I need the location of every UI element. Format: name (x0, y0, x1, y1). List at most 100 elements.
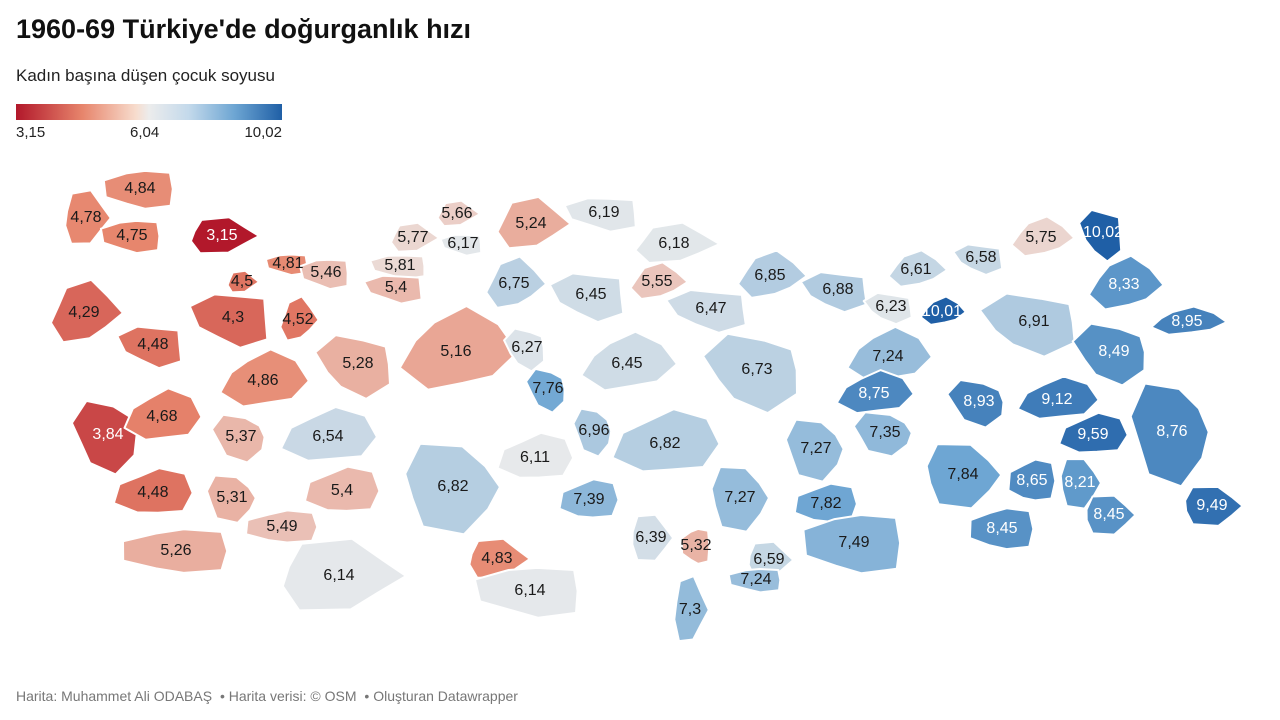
province-region[interactable] (862, 291, 913, 326)
province-region[interactable] (123, 387, 203, 441)
province-region[interactable] (226, 269, 261, 294)
province-region[interactable] (189, 216, 261, 255)
province-value-label: 7,27 (800, 440, 831, 457)
province-region[interactable] (629, 261, 689, 300)
province-region[interactable] (439, 233, 483, 257)
province-value-label: 6,47 (695, 300, 726, 317)
province-region[interactable] (580, 330, 678, 392)
province-region[interactable] (835, 369, 915, 415)
province-region[interactable] (563, 197, 637, 233)
province-value-label: 4,48 (137, 484, 168, 501)
province-value-label: 6,14 (514, 582, 545, 599)
province-region[interactable] (219, 348, 310, 408)
province-region[interactable] (925, 443, 1003, 510)
province-region[interactable] (1007, 458, 1057, 502)
province-value-label: 4,81 (272, 255, 303, 272)
province-region[interactable] (122, 528, 229, 574)
province-region[interactable] (245, 509, 319, 544)
province-region[interactable] (436, 199, 481, 228)
province-value-label: 10,01 (922, 303, 962, 320)
province-region[interactable] (496, 195, 572, 250)
province-region[interactable] (264, 253, 308, 277)
province-region[interactable] (112, 467, 194, 514)
footer-author: Harita: Muhammet Ali ODABAŞ (16, 688, 213, 704)
province-region[interactable] (952, 243, 1004, 276)
province-region[interactable] (846, 325, 933, 383)
province-region[interactable] (188, 293, 269, 349)
province-value-label: 4,78 (70, 209, 101, 226)
province-region[interactable] (1150, 305, 1228, 336)
color-legend: 3,15 6,04 10,02 (16, 104, 282, 142)
province-region[interactable] (702, 332, 798, 415)
province-region[interactable] (473, 566, 579, 619)
province-region[interactable] (978, 292, 1076, 358)
province-region[interactable] (852, 411, 913, 458)
province-region[interactable] (49, 278, 124, 344)
province-region[interactable] (279, 295, 320, 342)
province-region[interactable] (525, 367, 566, 414)
province-region[interactable] (710, 466, 770, 533)
province-region[interactable] (558, 478, 620, 519)
province-region[interactable] (496, 431, 575, 479)
province-region[interactable] (1184, 485, 1244, 527)
province-region[interactable] (1078, 208, 1123, 263)
province-region[interactable] (210, 413, 266, 464)
province-value-label: 8,93 (963, 393, 994, 410)
province-region[interactable] (680, 527, 711, 565)
province-region[interactable] (673, 575, 710, 643)
province-region[interactable] (1010, 215, 1076, 258)
province-value-label: 5,77 (397, 229, 428, 246)
province-region[interactable] (205, 474, 257, 524)
province-region[interactable] (64, 189, 112, 245)
province-region[interactable] (398, 305, 519, 391)
footer-tool: • Oluşturan Datawrapper (364, 688, 518, 704)
province-region[interactable] (102, 169, 174, 210)
province-value-label: 6,82 (437, 478, 468, 495)
province-region[interactable] (299, 258, 349, 291)
province-value-label: 6,45 (575, 286, 606, 303)
province-value-label: 5,16 (440, 343, 471, 360)
province-region[interactable] (727, 568, 782, 594)
province-region[interactable] (99, 219, 161, 255)
province-value-label: 6,45 (611, 355, 642, 372)
province-region[interactable] (314, 334, 391, 400)
province-region[interactable] (631, 513, 675, 562)
provinces-layer (49, 169, 1244, 643)
province-region[interactable] (485, 255, 548, 309)
province-region[interactable] (802, 514, 902, 575)
province-value-label: 6,58 (965, 249, 996, 266)
province-value-label: 5,31 (216, 489, 247, 506)
province-region[interactable] (1016, 375, 1100, 420)
province-region[interactable] (737, 249, 808, 299)
province-region[interactable] (1071, 322, 1146, 387)
province-region[interactable] (611, 408, 721, 473)
province-region[interactable] (70, 399, 138, 476)
province-value-label: 5,24 (515, 215, 546, 232)
province-region[interactable] (548, 272, 625, 324)
province-region[interactable] (116, 325, 183, 370)
province-value-label: 7,49 (838, 534, 869, 551)
province-region[interactable] (280, 406, 378, 462)
province-region[interactable] (799, 271, 868, 314)
province-region[interactable] (572, 407, 613, 458)
province-region[interactable] (503, 327, 546, 373)
province-value-label: 6,54 (312, 428, 343, 445)
province-region[interactable] (281, 537, 408, 612)
province-value-label: 5,32 (680, 537, 711, 554)
province-region[interactable] (363, 274, 423, 305)
province-region[interactable] (1058, 411, 1129, 454)
province-region[interactable] (887, 249, 949, 288)
province-region[interactable] (390, 221, 441, 253)
province-region[interactable] (665, 289, 747, 334)
province-region[interactable] (404, 442, 501, 536)
province-region[interactable] (946, 379, 1005, 429)
province-region[interactable] (1087, 254, 1165, 311)
province-region[interactable] (968, 507, 1035, 551)
province-region[interactable] (784, 418, 845, 483)
province-region[interactable] (919, 295, 967, 326)
province-region[interactable] (1129, 382, 1210, 488)
province-region[interactable] (1085, 494, 1137, 536)
province-region[interactable] (303, 465, 381, 512)
province-region[interactable] (634, 221, 721, 264)
